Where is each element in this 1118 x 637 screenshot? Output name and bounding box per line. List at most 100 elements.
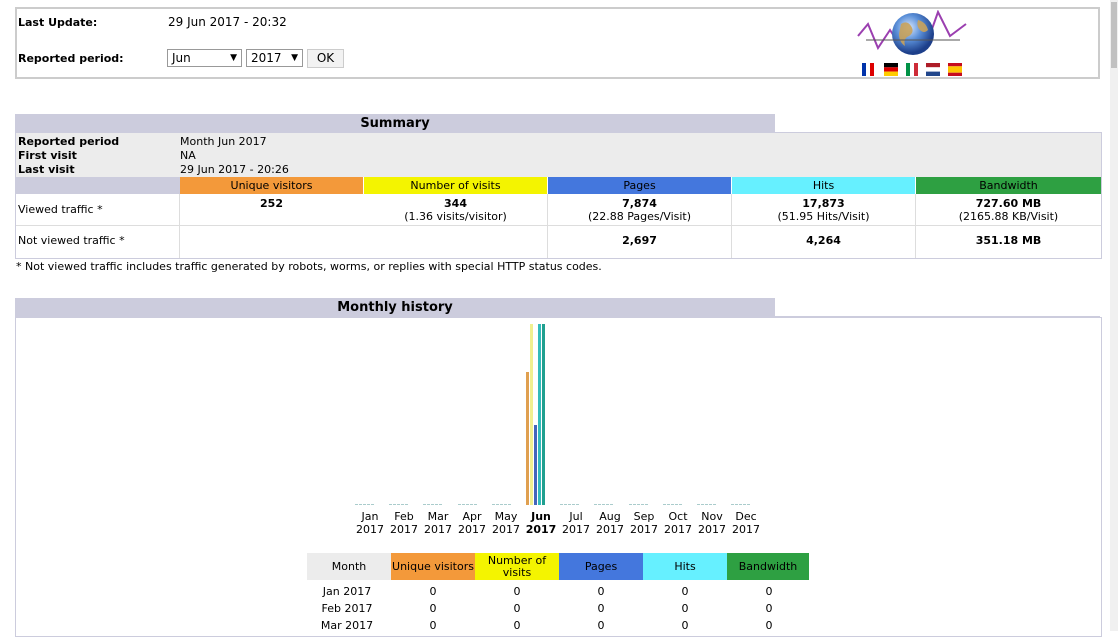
chart-bar (743, 504, 747, 505)
language-flags (862, 63, 966, 79)
chart-bar (594, 504, 598, 505)
month-axis-label: Jul 2017 (562, 510, 590, 536)
not-viewed-bandwidth: 351.18 MB (975, 234, 1042, 247)
last-update-value: 29 Jun 2017 - 20:32 (168, 15, 287, 29)
page-scrollbar[interactable] (1110, 0, 1118, 631)
chart-bar (709, 504, 712, 505)
chart-bar (371, 504, 374, 505)
chart-bar (526, 372, 529, 505)
viewed-hits-value: 17,873 (802, 197, 845, 210)
chart-bar (640, 504, 644, 505)
month-axis-label: Aug 2017 (596, 510, 624, 536)
chart-bar (359, 504, 362, 505)
chart-bar (534, 425, 537, 505)
chart-bar (697, 504, 700, 505)
chart-bar (560, 504, 564, 505)
chart-bar (538, 324, 541, 505)
chart-bar (644, 504, 648, 505)
chart-bar (568, 504, 572, 505)
chart-bar (397, 504, 401, 505)
history-header-hits: Hits (643, 553, 727, 580)
history-header-bandwidth: Bandwidth (727, 553, 809, 580)
month-select[interactable]: Jun ▼ (167, 49, 242, 67)
chart-bar (439, 504, 443, 505)
month-select-value: Jun (172, 51, 191, 65)
history-header-pages: Pages (559, 553, 643, 580)
col-divider (731, 194, 732, 258)
month-axis-label: Oct 2017 (664, 510, 692, 536)
chart-bar (389, 504, 393, 505)
chart-bar (423, 504, 427, 505)
last-update-label: Last Update: (18, 16, 98, 29)
chart-bar (393, 504, 397, 505)
chart-bar (499, 504, 503, 505)
viewed-bandwidth: 727.60 MB (2165.88 KB/Visit) (916, 197, 1101, 223)
chart-bar (431, 504, 435, 505)
chart-bar (705, 504, 708, 505)
chart-bar (610, 504, 614, 505)
chart-bar (731, 504, 735, 505)
chart-bar (465, 504, 469, 505)
monthly-history-panel (15, 317, 1102, 637)
chart-bar (435, 504, 439, 505)
viewed-unique-visitors-value: 252 (260, 197, 283, 210)
viewed-bandwidth-ratio: (2165.88 KB/Visit) (958, 210, 1059, 223)
history-header-month: Month (307, 553, 391, 580)
flag-de-icon (884, 63, 898, 76)
col-header-hits: Hits (732, 177, 915, 194)
summary-period-block (16, 133, 1101, 177)
chart-bar (678, 504, 682, 505)
flag-es-icon (948, 63, 962, 76)
chart-bar (701, 504, 704, 505)
summary-row-value: NA (180, 149, 196, 162)
viewed-visits: 344 (1.36 visits/visitor) (364, 197, 547, 223)
chart-bar (662, 504, 666, 505)
year-select[interactable]: 2017 ▼ (246, 49, 303, 67)
history-value-cell: 0 (597, 585, 605, 598)
col-divider (915, 194, 916, 258)
month-axis-label: May 2017 (492, 510, 520, 536)
chart-bar (674, 504, 678, 505)
chart-bar (367, 504, 370, 505)
col-divider (547, 194, 548, 258)
history-value-cell: 0 (681, 602, 689, 615)
chart-bar (628, 504, 632, 505)
viewed-unique-visitors: 252 (180, 197, 363, 210)
viewed-traffic-label: Viewed traffic * (18, 203, 103, 216)
summary-row-label: Reported period (18, 135, 120, 148)
history-value-cell: 0 (429, 619, 437, 632)
history-value-cell: 0 (513, 585, 521, 598)
not-viewed-hits: 4,264 (806, 234, 841, 247)
viewed-bandwidth-value: 727.60 MB (975, 197, 1042, 210)
chart-bar (713, 504, 716, 505)
summary-row-value: 29 Jun 2017 - 20:26 (180, 163, 289, 176)
history-value-cell: 0 (429, 602, 437, 615)
chart-bar (602, 504, 606, 505)
chart-bar (606, 504, 610, 505)
flag-it-icon (906, 63, 918, 76)
history-value-cell: 0 (681, 619, 689, 632)
chart-bar (666, 504, 670, 505)
year-select-value: 2017 (251, 51, 282, 65)
row-divider (16, 225, 1101, 226)
ok-button[interactable]: OK (307, 49, 344, 68)
history-value-cell: 0 (597, 619, 605, 632)
chart-bar (564, 504, 568, 505)
monthly-history-title: Monthly history (15, 298, 775, 317)
col-divider (179, 194, 180, 258)
history-header-unique-visitors: Unique visitors (391, 553, 475, 580)
chart-bar (495, 504, 499, 505)
history-value-cell: 0 (765, 619, 773, 632)
scrollbar-thumb[interactable] (1111, 2, 1117, 68)
month-axis-label: Nov 2017 (698, 510, 726, 536)
chart-bar (530, 324, 533, 505)
history-value-cell: 0 (765, 585, 773, 598)
viewed-pages-value: 7,874 (622, 197, 657, 210)
summary-row-value: Month Jun 2017 (180, 135, 267, 148)
chevron-down-icon: ▼ (230, 53, 237, 63)
summary-header-spacer (16, 177, 180, 194)
chart-bar (491, 504, 495, 505)
history-value-cell: 0 (681, 585, 689, 598)
chart-bar (747, 504, 751, 505)
chart-bar (427, 504, 431, 505)
